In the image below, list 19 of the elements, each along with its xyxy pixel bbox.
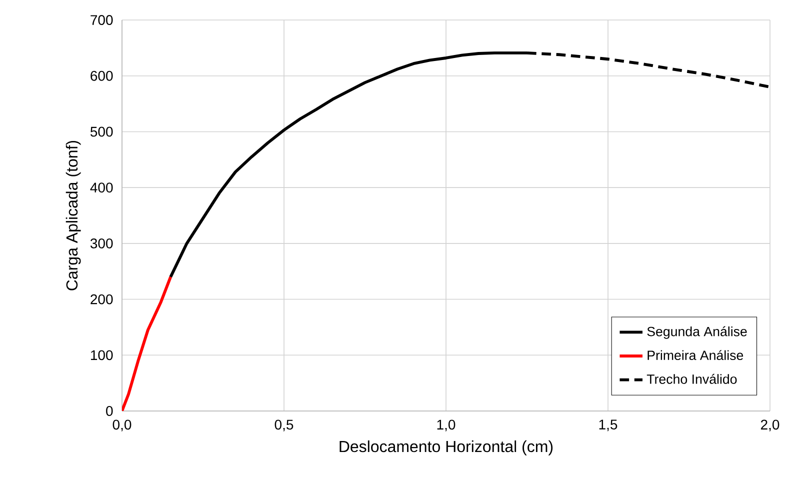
legend-label: Segunda Análise <box>647 326 747 339</box>
legend-label: Trecho Inválido <box>646 374 737 384</box>
y-tick-label: 700 <box>90 15 113 25</box>
x-tick-label: 0,5 <box>274 420 294 432</box>
x-tick-label: 0,0 <box>112 420 132 432</box>
x-tick-label: 1,5 <box>599 420 618 432</box>
line-series <box>122 275 172 411</box>
y-tick-label: 400 <box>90 182 113 193</box>
x-tick-label: 1,0 <box>437 420 456 432</box>
x-axis-title: Deslocamento Horizontal (cm) <box>340 440 553 456</box>
legend-label: Primeira Análise <box>648 350 744 360</box>
y-tick-label: 600 <box>90 70 113 81</box>
y-tick-label: 0 <box>106 406 113 416</box>
y-axis-title: Carga Aplicada (tonf) <box>66 140 81 290</box>
y-tick-label: 300 <box>90 238 113 248</box>
y-tick-label: 500 <box>90 126 113 137</box>
x-tick-label: 2,0 <box>760 420 780 432</box>
y-tick-label: 200 <box>90 294 113 304</box>
y-tick-label: 100 <box>91 350 113 360</box>
